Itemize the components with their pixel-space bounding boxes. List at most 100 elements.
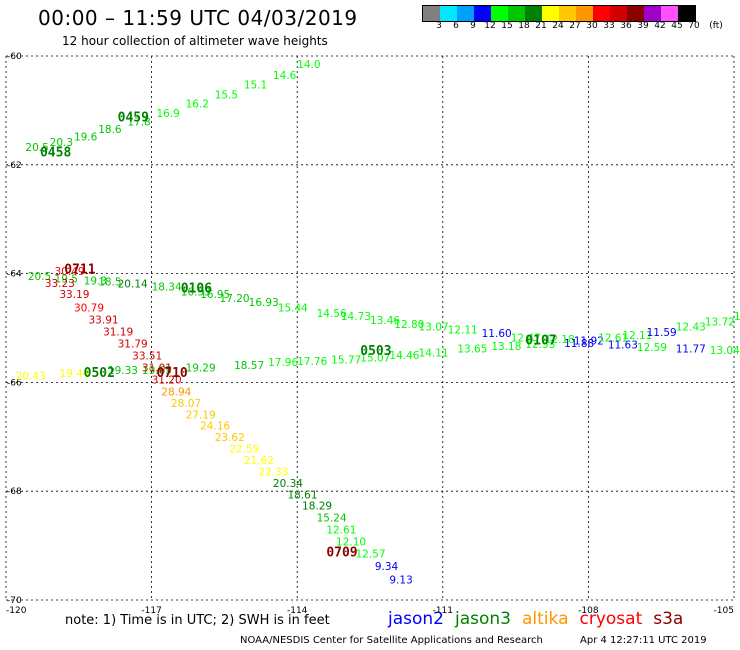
satellite-legend-item: jason3 <box>455 609 511 629</box>
pass-time-label: 0710 <box>156 366 187 381</box>
legend-swatch <box>474 6 491 21</box>
wave-height-value: 11.77 <box>676 343 706 355</box>
legend-swatch <box>678 6 695 21</box>
wave-height-value: 31.79 <box>118 339 148 351</box>
satellite-legend-item: cryosat <box>579 609 643 629</box>
chart-title: 00:00 – 11:59 UTC 04/03/2019 <box>38 6 358 30</box>
wave-height-value: 13.18 <box>491 341 521 353</box>
wave-height-value: 19.3 <box>84 275 107 287</box>
wave-height-value: 12.47 <box>511 333 541 345</box>
wave-height-value: 19.65 <box>142 365 172 377</box>
wave-height-value: 13.07 <box>419 322 449 334</box>
legend-swatch <box>491 6 508 21</box>
legend-label: 70 <box>688 21 700 31</box>
legend-swatch <box>559 6 576 21</box>
wave-height-value: 21.62 <box>244 455 274 467</box>
satellite-legend-item: altika <box>522 609 569 629</box>
footnote: note: 1) Time is in UTC; 2) SWH is in fe… <box>65 613 330 628</box>
wave-height-value: 18.6 <box>98 124 122 136</box>
legend-swatch <box>644 6 661 21</box>
wave-height-value: 18.29 <box>302 501 332 513</box>
wave-height-value: 12.61 <box>326 525 356 537</box>
legend-label: 18 <box>518 21 530 31</box>
legend-swatch <box>423 6 440 21</box>
legend-label: 39 <box>637 21 649 31</box>
x-tick-label: -117 <box>141 606 161 616</box>
wave-height-value: 11.60 <box>482 328 512 340</box>
wave-height-value: 33.51 <box>132 351 162 363</box>
wave-height-value: 20.5 <box>28 271 51 283</box>
pass-time-labels: 0458 0459 0711 0106 0107 0503 0502 0710 0709 <box>40 110 557 560</box>
wave-height-value: 11.92 <box>574 335 604 347</box>
wave-height-value: 31.20 <box>152 374 182 386</box>
wave-height-value: 12.11 <box>622 330 652 342</box>
wave-height-value: 18.57 <box>234 360 264 372</box>
wave-height-value: 15.44 <box>278 303 308 315</box>
pass-time-label: 0106 <box>181 282 212 297</box>
wave-height-value: 28.94 <box>161 386 191 398</box>
wave-height-value: 24.16 <box>200 421 230 433</box>
wave-height-value: 15.1 <box>244 80 267 92</box>
wave-height-value: 19.6 <box>74 131 98 143</box>
legend-swatch <box>440 6 457 21</box>
legend-label: 33 <box>603 21 615 31</box>
color-scale-legend <box>422 5 696 22</box>
y-tick-label: -68 <box>7 487 22 497</box>
wave-height-value: 13.65 <box>457 343 487 355</box>
wave-height-value: 31.01 <box>142 363 172 375</box>
wave-height-value: 13.04 <box>710 345 740 357</box>
wave-height-value: 13.72 <box>705 316 735 328</box>
legend-swatch <box>508 6 525 21</box>
wave-height-value: 20.43 <box>16 371 46 383</box>
y-tick-label: -66 <box>7 378 22 388</box>
wave-height-value: 16.2 <box>186 99 209 111</box>
wave-height-value: 12.10 <box>336 537 366 549</box>
legend-swatch <box>627 6 644 21</box>
y-tick-label: -62 <box>7 161 22 171</box>
wave-height-value: 15.77 <box>331 354 361 366</box>
x-tick-label: -111 <box>433 606 453 616</box>
wave-height-value: 12.57 <box>355 549 385 561</box>
legend-label: 15 <box>501 21 513 31</box>
wave-height-value: 12.53 <box>525 339 555 351</box>
wave-height-value: 19.44 <box>59 368 89 380</box>
wave-height-value: 14.56 <box>317 308 347 320</box>
wave-height-value: 12.47 <box>734 311 740 323</box>
wave-height-value: 12.18 <box>545 334 575 346</box>
y-tick-label: -60 <box>7 52 22 62</box>
wave-height-value: 19.33 <box>108 365 138 377</box>
wave-height-value: 33.23 <box>45 278 75 290</box>
color-scale-labels: 3 6 9 12 15 18 21 24 27 30 33 36 39 42 45 70 (ft) <box>422 21 732 33</box>
wave-height-value: 22.33 <box>258 466 288 478</box>
wave-height-value: 17.96 <box>268 357 298 369</box>
legend-label: 21 <box>535 21 547 31</box>
wave-height-value: 9.13 <box>389 575 412 587</box>
wave-height-value: 18.34 <box>152 281 182 293</box>
wave-height-value: 13.46 <box>370 315 400 327</box>
axis-ticks: -120 -117 -114 -111 -108 -105 -60 -62 -64 -66 -68 -… <box>6 52 734 616</box>
chart-subtitle: 12 hour collection of altimeter wave hei… <box>62 34 328 48</box>
wave-height-value: 11.59 <box>647 327 677 339</box>
wave-height-value: 20.5 <box>25 142 48 154</box>
wave-height-values: 20.5 19.5 19.318.520.14 18.34 16.5316.9517.2… <box>16 59 740 587</box>
wave-height-value: 16.9 <box>156 108 179 120</box>
wave-height-value: 28.07 <box>171 398 201 410</box>
wave-height-value: 33.91 <box>89 315 119 327</box>
pass-time-label: 0458 <box>40 146 71 161</box>
wave-height-value: 14.0 <box>297 59 320 71</box>
legend-label: 12 <box>484 21 496 31</box>
pass-time-label: 0107 <box>525 333 556 348</box>
x-tick-label: -108 <box>578 606 599 616</box>
legend-label: 24 <box>552 21 564 31</box>
wave-height-value: 15.5 <box>215 89 238 101</box>
wave-height-value: 14.11 <box>419 347 449 359</box>
pass-time-label: 0503 <box>360 344 391 359</box>
pass-time-label: 0459 <box>118 110 149 125</box>
legend-unit: (ft) <box>709 21 723 31</box>
pass-time-label: 0709 <box>326 545 357 560</box>
wave-height-value: 12.43 <box>676 322 706 334</box>
legend-label: 6 <box>453 21 459 31</box>
pass-time-label: 0711 <box>64 263 95 278</box>
legend-label: 9 <box>470 21 476 31</box>
wave-height-value: 11.88 <box>564 338 594 350</box>
